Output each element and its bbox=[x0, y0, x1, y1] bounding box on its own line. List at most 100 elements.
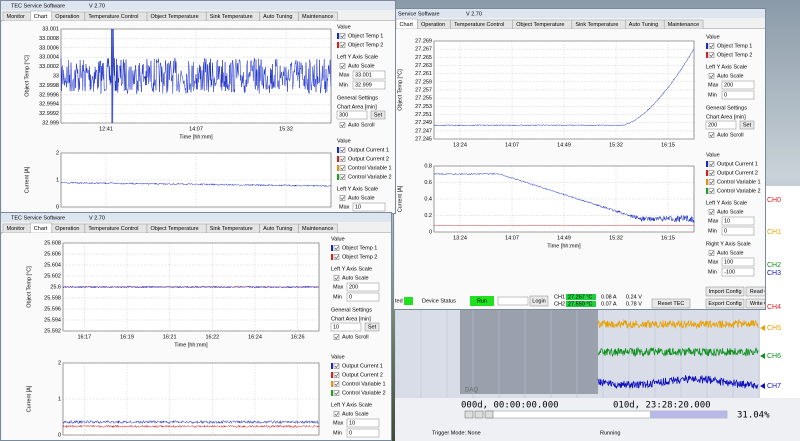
x-axis-label: Time [hh:mm] bbox=[179, 134, 213, 140]
y-axis-label: Current [A] bbox=[26, 385, 32, 412]
checkbox[interactable] bbox=[339, 42, 346, 48]
input-box[interactable] bbox=[721, 267, 755, 277]
progress-percent: 31.04% bbox=[737, 411, 770, 421]
checkbox[interactable] bbox=[708, 188, 715, 194]
input-box[interactable] bbox=[352, 80, 386, 90]
check-mark bbox=[709, 180, 714, 184]
checkbox[interactable] bbox=[708, 52, 715, 58]
checkbox[interactable] bbox=[339, 33, 346, 39]
button[interactable] bbox=[370, 110, 386, 120]
checkbox[interactable] bbox=[333, 411, 340, 417]
checkbox[interactable] bbox=[339, 63, 346, 69]
button[interactable] bbox=[364, 322, 380, 332]
checkbox-label: Control Variable 2 bbox=[717, 188, 761, 194]
channel-label: CH3 bbox=[767, 270, 781, 277]
y-tick-label: 33.0008 bbox=[39, 36, 59, 42]
button-label: Set bbox=[743, 122, 752, 128]
transport-button[interactable] bbox=[464, 410, 474, 419]
x-tick-label: 14:49 bbox=[557, 142, 571, 148]
field-label: Max bbox=[708, 218, 719, 224]
checkbox[interactable] bbox=[339, 147, 346, 153]
checkbox[interactable] bbox=[708, 73, 715, 79]
input-box[interactable] bbox=[336, 110, 368, 120]
check-mark bbox=[709, 74, 714, 78]
tec-window: TEC Service Software V 2.70 Monitor Chart Op… bbox=[0, 212, 392, 441]
checkbox[interactable] bbox=[708, 179, 715, 185]
check-mark bbox=[709, 133, 714, 137]
checkbox[interactable] bbox=[333, 245, 340, 251]
checkbox[interactable] bbox=[708, 209, 715, 215]
input-box[interactable] bbox=[346, 292, 380, 302]
y-tick-label: 33.001 bbox=[42, 26, 59, 32]
input-box[interactable] bbox=[346, 418, 380, 428]
input-box[interactable] bbox=[705, 120, 737, 130]
checkbox-label: Control Variable 1 bbox=[348, 165, 392, 171]
checkbox[interactable] bbox=[333, 381, 340, 387]
check-mark bbox=[340, 148, 345, 152]
input-box[interactable] bbox=[346, 428, 380, 438]
button[interactable] bbox=[705, 298, 745, 309]
button-label: Login bbox=[532, 298, 545, 304]
channel-name: CH2 bbox=[554, 301, 565, 307]
field-value: 10 bbox=[724, 218, 730, 224]
checkbox[interactable] bbox=[708, 132, 715, 138]
check-mark bbox=[340, 196, 345, 200]
checkbox[interactable] bbox=[333, 372, 340, 378]
checkbox-label: Auto Scroll bbox=[342, 334, 369, 340]
x-tick-label: 14:07 bbox=[189, 126, 203, 132]
x-tick-label: 16:22 bbox=[205, 334, 219, 340]
channel-arrow bbox=[760, 353, 765, 359]
button[interactable] bbox=[529, 295, 549, 307]
tab-label: Operation bbox=[421, 22, 445, 28]
y-tick-label: 0 bbox=[429, 229, 432, 235]
button[interactable] bbox=[705, 286, 745, 297]
field-value: 0 bbox=[349, 430, 352, 436]
checkbox[interactable] bbox=[333, 363, 340, 369]
plot-area bbox=[62, 362, 320, 436]
tab-label: Operation bbox=[55, 14, 79, 20]
checkbox[interactable] bbox=[333, 275, 340, 281]
field-value: 200 bbox=[349, 284, 358, 290]
input-box[interactable] bbox=[330, 322, 362, 332]
button[interactable] bbox=[745, 298, 766, 309]
button[interactable] bbox=[651, 298, 691, 309]
input-box[interactable] bbox=[721, 226, 755, 236]
checkbox[interactable] bbox=[339, 174, 346, 180]
checkbox[interactable] bbox=[708, 170, 715, 176]
tab-label: Temperature Control bbox=[88, 226, 138, 232]
status-run bbox=[470, 296, 494, 306]
check-mark bbox=[709, 251, 714, 255]
input-box[interactable] bbox=[346, 282, 380, 292]
button-label: Set bbox=[368, 324, 377, 330]
checkbox[interactable] bbox=[339, 122, 346, 128]
input-box[interactable] bbox=[352, 70, 386, 80]
button[interactable] bbox=[745, 286, 766, 297]
input-box[interactable] bbox=[721, 216, 755, 226]
field-value: 200 bbox=[724, 82, 733, 88]
checkbox[interactable] bbox=[708, 161, 715, 167]
transport-button[interactable] bbox=[484, 410, 494, 419]
trace bbox=[60, 181, 332, 188]
tab-label: Operation bbox=[55, 226, 79, 232]
checkbox[interactable] bbox=[333, 390, 340, 396]
button[interactable] bbox=[739, 120, 755, 130]
input-box[interactable] bbox=[721, 90, 755, 100]
tab-label: Maintenance bbox=[302, 226, 334, 232]
checkbox[interactable] bbox=[708, 250, 715, 256]
title-bar bbox=[394, 9, 765, 18]
checkbox-label: Output Current 2 bbox=[348, 156, 389, 162]
transport-button[interactable] bbox=[474, 410, 484, 419]
checkbox[interactable] bbox=[333, 254, 340, 260]
tab-label: Sink Temperature bbox=[210, 226, 253, 232]
checkbox[interactable] bbox=[339, 156, 346, 162]
channel-label: CH5 bbox=[767, 325, 781, 332]
input-box[interactable] bbox=[497, 296, 529, 306]
input-box[interactable] bbox=[721, 80, 755, 90]
y-tick-label: 27.253 bbox=[415, 104, 432, 110]
input-box[interactable] bbox=[352, 202, 386, 212]
checkbox[interactable] bbox=[339, 165, 346, 171]
checkbox[interactable] bbox=[333, 334, 340, 340]
checkbox[interactable] bbox=[708, 43, 715, 49]
input-box[interactable] bbox=[721, 257, 755, 267]
checkbox[interactable] bbox=[339, 195, 346, 201]
